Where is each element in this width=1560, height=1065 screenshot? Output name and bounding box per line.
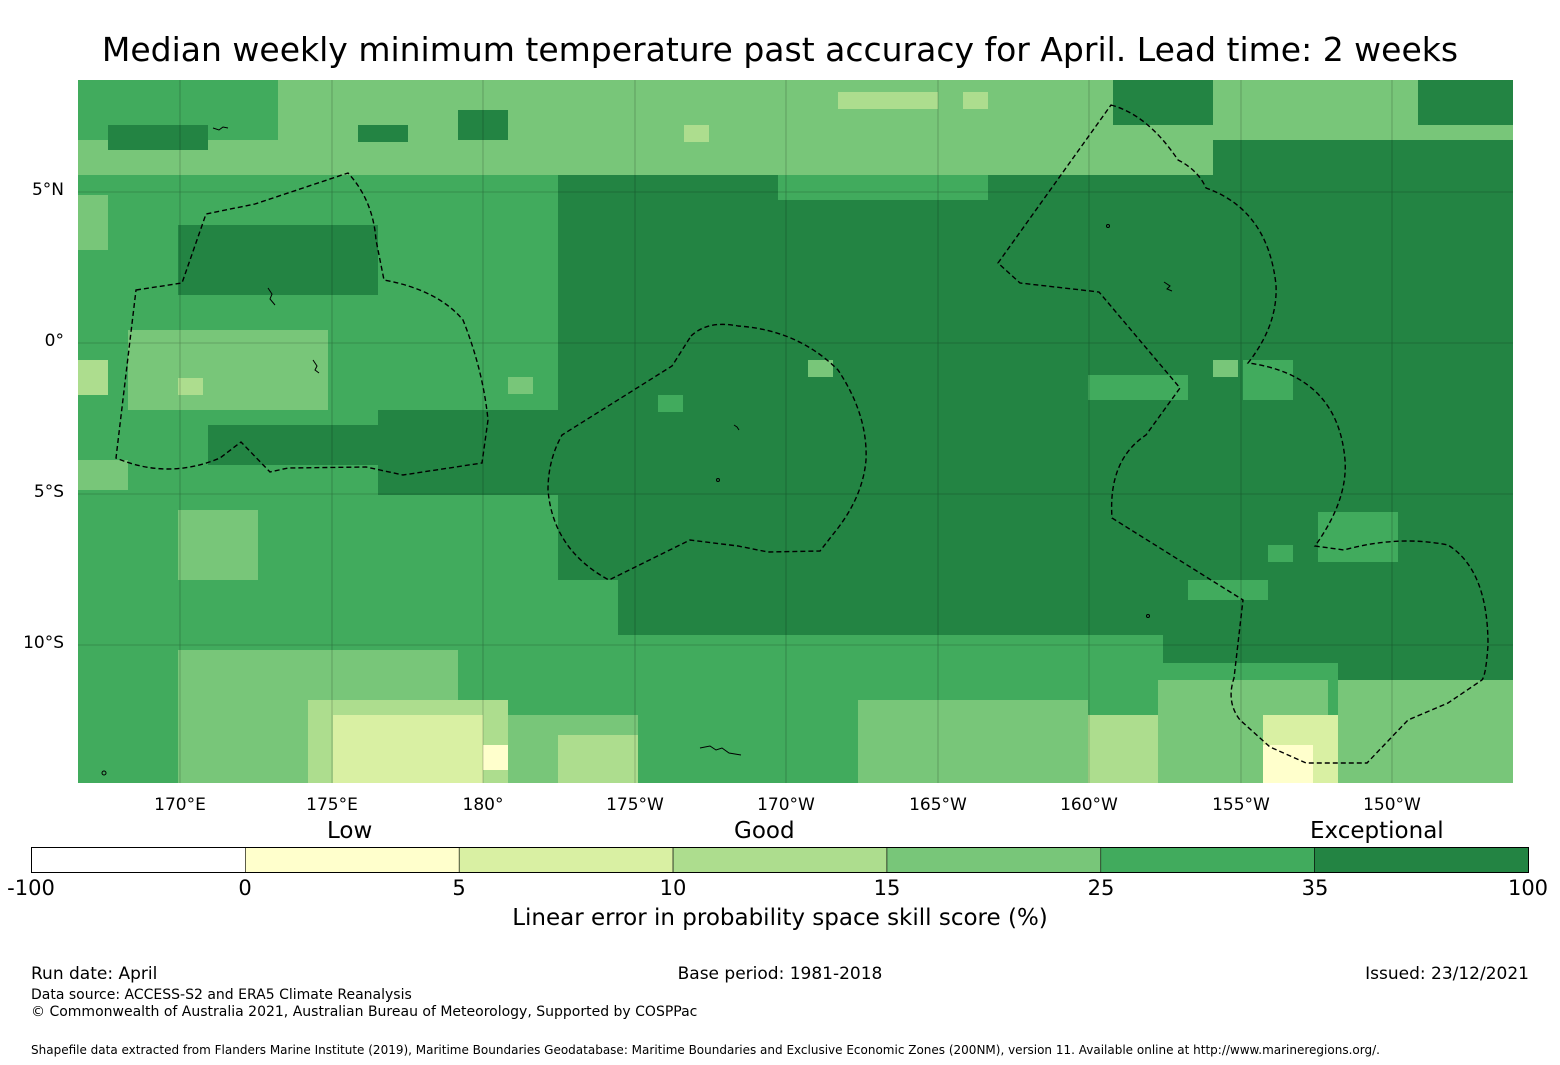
island-b bbox=[267, 287, 276, 306]
colorbar-tick-35: 35 bbox=[1301, 876, 1329, 900]
region-medium-a bbox=[778, 175, 988, 200]
run-date: Run date: April bbox=[31, 964, 158, 984]
base-period: Base period: 1981-2018 bbox=[677, 964, 883, 984]
region-west-light-b bbox=[128, 330, 328, 410]
region-top-dark-a bbox=[108, 125, 208, 150]
island-e bbox=[699, 745, 742, 756]
region-south-pale-b bbox=[483, 745, 508, 770]
region-medium-h bbox=[558, 580, 618, 635]
lon-label-165w: 165°W bbox=[909, 795, 967, 815]
colorbar-segment-5 bbox=[1100, 847, 1315, 873]
colorbar-segment-6 bbox=[1314, 847, 1529, 873]
colorbar-segment-2 bbox=[458, 847, 674, 873]
island-c bbox=[312, 359, 320, 374]
colorbar-tick-100: 100 bbox=[1507, 876, 1549, 900]
lon-label-150w: 150°W bbox=[1363, 795, 1421, 815]
region-top-pale-b bbox=[684, 125, 709, 142]
lon-label-175w: 175°W bbox=[606, 795, 664, 815]
region-top-dark-f bbox=[1213, 140, 1513, 180]
region-top-pale-a bbox=[838, 92, 938, 109]
region-central-dark-e bbox=[178, 225, 378, 295]
region-west-pale-b bbox=[178, 378, 203, 395]
lon-label-160w: 160°W bbox=[1060, 795, 1118, 815]
region-top-dark-b bbox=[358, 125, 408, 142]
island-h bbox=[1106, 224, 1110, 228]
region-top-dark-e bbox=[1418, 80, 1513, 125]
island-j bbox=[1146, 614, 1150, 618]
lat-label-0: 0° bbox=[44, 331, 64, 351]
lat-label-10s: 10°S bbox=[23, 633, 64, 653]
region-top-pale-c bbox=[963, 92, 988, 109]
region-south-dark-a bbox=[1163, 635, 1338, 663]
region-central-dark-d bbox=[708, 560, 808, 610]
region-west-light-e bbox=[508, 377, 533, 394]
lon-label-155w: 155°W bbox=[1212, 795, 1270, 815]
skill-score-map bbox=[78, 80, 1513, 783]
eez-boundary-central bbox=[547, 323, 867, 581]
copyright: © Commonwealth of Australia 2021, Austra… bbox=[31, 1004, 698, 1020]
shapefile-note: Shapefile data extracted from Flanders M… bbox=[31, 1043, 1380, 1057]
island-g bbox=[101, 770, 107, 776]
islands bbox=[101, 126, 1173, 776]
region-west-light-a bbox=[78, 195, 108, 250]
island-i bbox=[716, 478, 720, 482]
region-south-light-d bbox=[558, 735, 638, 783]
island-a bbox=[212, 126, 229, 131]
region-south-light-g bbox=[1338, 680, 1513, 783]
colorbar-segment-1 bbox=[245, 847, 460, 873]
region-south-dark-b bbox=[1338, 635, 1513, 680]
region-central-dark-f bbox=[208, 425, 388, 465]
region-south-pale-a bbox=[333, 715, 483, 783]
region-medium-i bbox=[658, 395, 683, 412]
region-south-light-e bbox=[858, 700, 1088, 783]
island-f bbox=[733, 424, 740, 431]
category-low: Low bbox=[327, 818, 373, 844]
issued-date: Issued: 23/12/2021 bbox=[1365, 964, 1529, 984]
eez-boundary-west bbox=[115, 172, 489, 476]
lon-label-175e: 175°E bbox=[306, 795, 358, 815]
lon-label-170w: 170°W bbox=[757, 795, 815, 815]
region-medium-b bbox=[1088, 375, 1188, 400]
island-d bbox=[1163, 281, 1173, 292]
lat-label-5s: 5°S bbox=[33, 482, 64, 502]
region-medium-d bbox=[1213, 360, 1238, 377]
colorbar-tick-5: 5 bbox=[452, 876, 466, 900]
region-medium-f bbox=[1268, 545, 1293, 562]
category-exceptional: Exceptional bbox=[1310, 818, 1444, 844]
colorbar-tick-15: 15 bbox=[873, 876, 901, 900]
lon-label-180: 180° bbox=[462, 795, 504, 815]
colorbar-tick-25: 25 bbox=[1087, 876, 1115, 900]
data-source: Data source: ACCESS-S2 and ERA5 Climate … bbox=[31, 987, 412, 1003]
region-medium-e bbox=[1318, 512, 1398, 562]
region-south-pale-e bbox=[1263, 745, 1313, 783]
region-west-pale-a bbox=[78, 360, 108, 395]
colorbar-segment-4 bbox=[886, 847, 1102, 873]
colorbar-tick-10: 10 bbox=[659, 876, 687, 900]
map-title: Median weekly minimum temperature past a… bbox=[101, 30, 1459, 69]
region-top-dark-d bbox=[1113, 80, 1213, 125]
colorbar bbox=[31, 847, 1529, 873]
colorbar-tick-0: 0 bbox=[238, 876, 252, 900]
region-medium-c bbox=[1243, 360, 1293, 400]
region-top-dark-c bbox=[458, 110, 508, 140]
region-west-light-d bbox=[178, 510, 258, 580]
region-south-pale-c bbox=[1088, 715, 1158, 783]
colorbar-label: Linear error in probability space skill … bbox=[512, 905, 1048, 931]
category-good: Good bbox=[734, 818, 795, 844]
graticule bbox=[78, 80, 1513, 783]
lat-label-5n: 5°N bbox=[31, 180, 64, 200]
eez-boundary-east bbox=[997, 104, 1489, 764]
region-west-light-c bbox=[78, 460, 128, 490]
region-central-dark-c bbox=[378, 410, 558, 495]
region-medium-j bbox=[808, 360, 833, 377]
lon-label-170e: 170°E bbox=[154, 795, 206, 815]
colorbar-segment-0 bbox=[31, 847, 246, 873]
colorbar-segment-3 bbox=[672, 847, 888, 873]
colorbar-tick-minus100: -100 bbox=[7, 876, 55, 900]
